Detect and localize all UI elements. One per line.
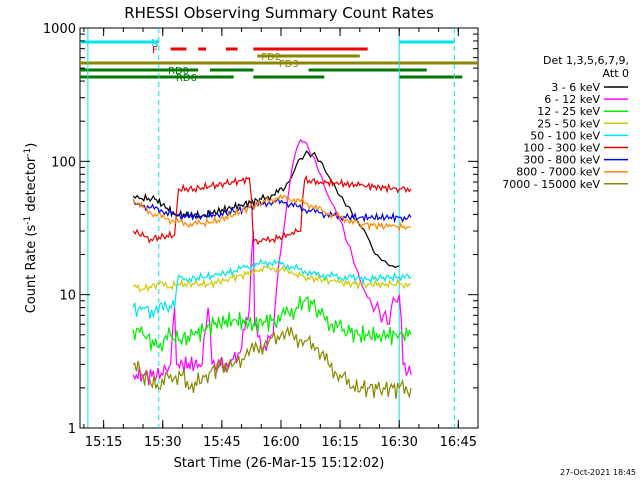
flag-label-fd2: FD2: [261, 52, 281, 63]
series-line: [132, 174, 412, 246]
chart-title: RHESSI Observing Summary Count Rates: [124, 4, 434, 22]
legend-item-label: 800 - 7000 keV: [516, 166, 600, 179]
legend-item-label: 25 - 50 keV: [537, 117, 600, 130]
y-axis-ticks: 1 10 100 1000: [43, 22, 478, 437]
y-tick-label: 1: [68, 422, 76, 437]
legend-header-line-1: Det 1,3,5,6,7,9,: [543, 54, 629, 67]
flag-label-rd6: RD6: [176, 73, 197, 84]
y-axis-label: Count Rate (s-1 detector-1): [23, 143, 39, 314]
legend-item-label: 7000 - 15000 keV: [502, 178, 600, 191]
series-line: [132, 138, 412, 386]
series-layer: [132, 138, 412, 399]
x-tick-label: 15:30: [144, 435, 181, 450]
flag-label-fd3: FD3: [279, 59, 299, 70]
x-tick-label: 16:30: [380, 435, 417, 450]
plot-frame: [79, 27, 479, 429]
legend-item-label: 3 - 6 keV: [551, 81, 600, 94]
series-line: [132, 193, 412, 233]
footer-timestamp: 27-Oct-2021 18:45: [560, 468, 636, 477]
plot-area: [79, 27, 479, 429]
x-tick-label: 16:45: [440, 435, 477, 450]
legend-item-label: 100 - 300 keV: [523, 142, 600, 155]
x-tick-label: 16:15: [321, 435, 358, 450]
legend-item-label: 50 - 100 keV: [530, 129, 600, 142]
series-line: [132, 197, 412, 224]
x-tick-label: 15:15: [85, 435, 122, 450]
series-line: [132, 150, 400, 269]
y-tick-label: 1000: [43, 22, 76, 37]
flag-label-flare: F: [152, 45, 158, 56]
x-axis-ticks: 15:15 15:30 15:45 16:00 16:15 16:30 16:45: [83, 28, 479, 450]
legend-item-label: 300 - 800 keV: [523, 154, 600, 167]
legend-item-label: 12 - 25 keV: [537, 105, 600, 118]
series-line: [132, 264, 412, 293]
series-line: [132, 295, 412, 352]
flag-label-night: N: [151, 38, 158, 49]
x-axis-label: Start Time (26-Mar-15 15:12:02): [174, 456, 385, 471]
flag-label-rd0: RD0: [168, 66, 189, 77]
series-line: [132, 258, 412, 320]
legend-header-line-2: Att 0: [603, 67, 629, 80]
x-tick-label: 15:45: [203, 435, 240, 450]
series-line: [132, 325, 412, 399]
y-tick-label: 100: [51, 155, 76, 170]
x-tick-label: 16:00: [262, 435, 299, 450]
legend-item-label: 6 - 12 keV: [544, 93, 600, 106]
y-tick-label: 10: [59, 289, 76, 304]
